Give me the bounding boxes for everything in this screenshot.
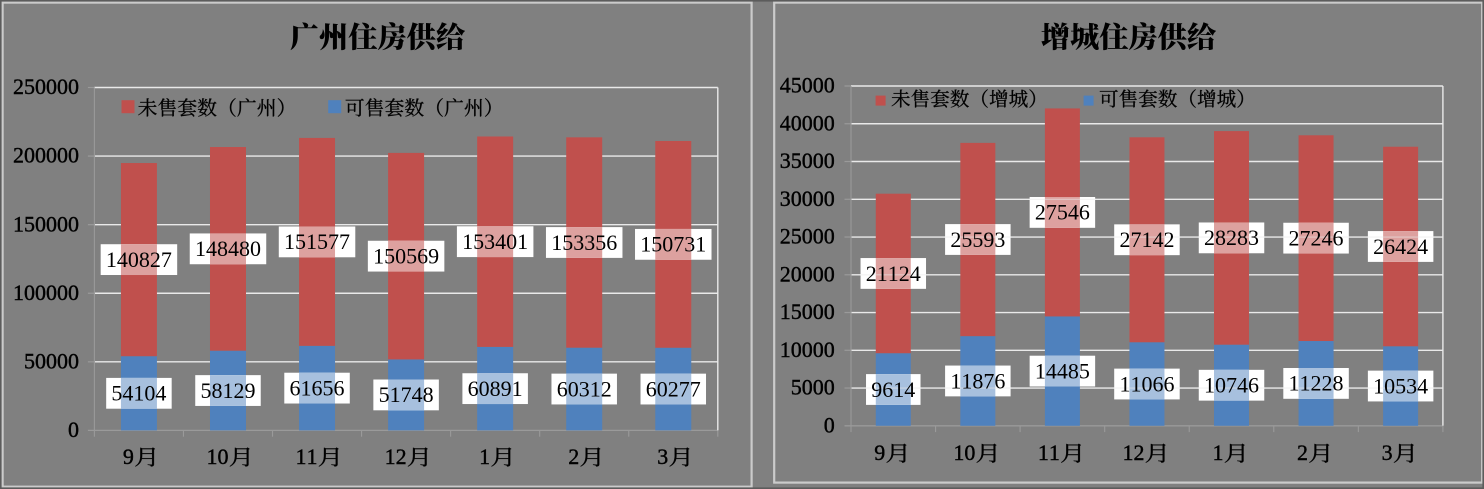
svg-text:27546: 27546 (1035, 200, 1090, 225)
svg-text:60891: 60891 (468, 376, 523, 401)
svg-text:60312: 60312 (557, 376, 612, 401)
svg-text:14485: 14485 (1035, 358, 1090, 383)
svg-text:11228: 11228 (1289, 371, 1344, 396)
svg-text:11: 11 (296, 444, 318, 469)
svg-text:51748: 51748 (379, 382, 434, 407)
svg-text:25000: 25000 (780, 224, 835, 249)
svg-text:26424: 26424 (1373, 234, 1428, 259)
svg-text:10: 10 (953, 440, 975, 465)
svg-text:153356: 153356 (551, 230, 617, 255)
svg-text:0: 0 (824, 412, 835, 437)
svg-text:20000: 20000 (780, 261, 835, 286)
svg-text:5000: 5000 (791, 375, 835, 400)
svg-text:10000: 10000 (780, 337, 835, 362)
svg-text:10: 10 (206, 444, 228, 469)
svg-text:10534: 10534 (1373, 373, 1428, 398)
svg-text:21124: 21124 (866, 261, 921, 286)
svg-text:45000: 45000 (780, 73, 835, 98)
svg-text:60277: 60277 (646, 376, 701, 401)
svg-text:150569: 150569 (373, 243, 439, 268)
svg-text:1: 1 (1213, 440, 1224, 465)
svg-text:11876: 11876 (950, 368, 1005, 393)
svg-text:1: 1 (479, 444, 490, 469)
svg-text:27142: 27142 (1119, 227, 1174, 252)
svg-text:150000: 150000 (13, 211, 79, 236)
svg-text:148480: 148480 (195, 236, 261, 261)
svg-text:10746: 10746 (1204, 373, 1259, 398)
svg-text:40000: 40000 (780, 110, 835, 135)
svg-text:11066: 11066 (1119, 371, 1174, 396)
svg-text:153401: 153401 (462, 229, 528, 254)
svg-text:2: 2 (568, 444, 579, 469)
svg-text:50000: 50000 (24, 348, 79, 373)
svg-text:28283: 28283 (1204, 225, 1259, 250)
svg-text:150731: 150731 (640, 232, 706, 257)
svg-text:140827: 140827 (106, 247, 172, 272)
svg-text:9: 9 (123, 444, 134, 469)
svg-text:9: 9 (874, 440, 885, 465)
svg-text:200000: 200000 (13, 143, 79, 168)
svg-text:35000: 35000 (780, 148, 835, 173)
svg-text:25593: 25593 (950, 227, 1005, 252)
svg-text:58129: 58129 (200, 378, 255, 403)
svg-text:9614: 9614 (871, 377, 915, 402)
svg-text:0: 0 (68, 417, 79, 442)
svg-text:100000: 100000 (13, 280, 79, 305)
svg-text:250000: 250000 (13, 74, 79, 99)
svg-text:30000: 30000 (780, 186, 835, 211)
svg-text:151577: 151577 (284, 229, 350, 254)
svg-text:11: 11 (1038, 440, 1060, 465)
svg-text:61656: 61656 (290, 375, 345, 400)
svg-text:2: 2 (1297, 440, 1308, 465)
svg-text:12: 12 (385, 444, 407, 469)
svg-text:54104: 54104 (111, 381, 166, 406)
svg-text:3: 3 (657, 444, 668, 469)
svg-text:3: 3 (1382, 440, 1393, 465)
svg-text:12: 12 (1122, 440, 1144, 465)
svg-text:15000: 15000 (780, 299, 835, 324)
svg-text:27246: 27246 (1289, 225, 1344, 250)
